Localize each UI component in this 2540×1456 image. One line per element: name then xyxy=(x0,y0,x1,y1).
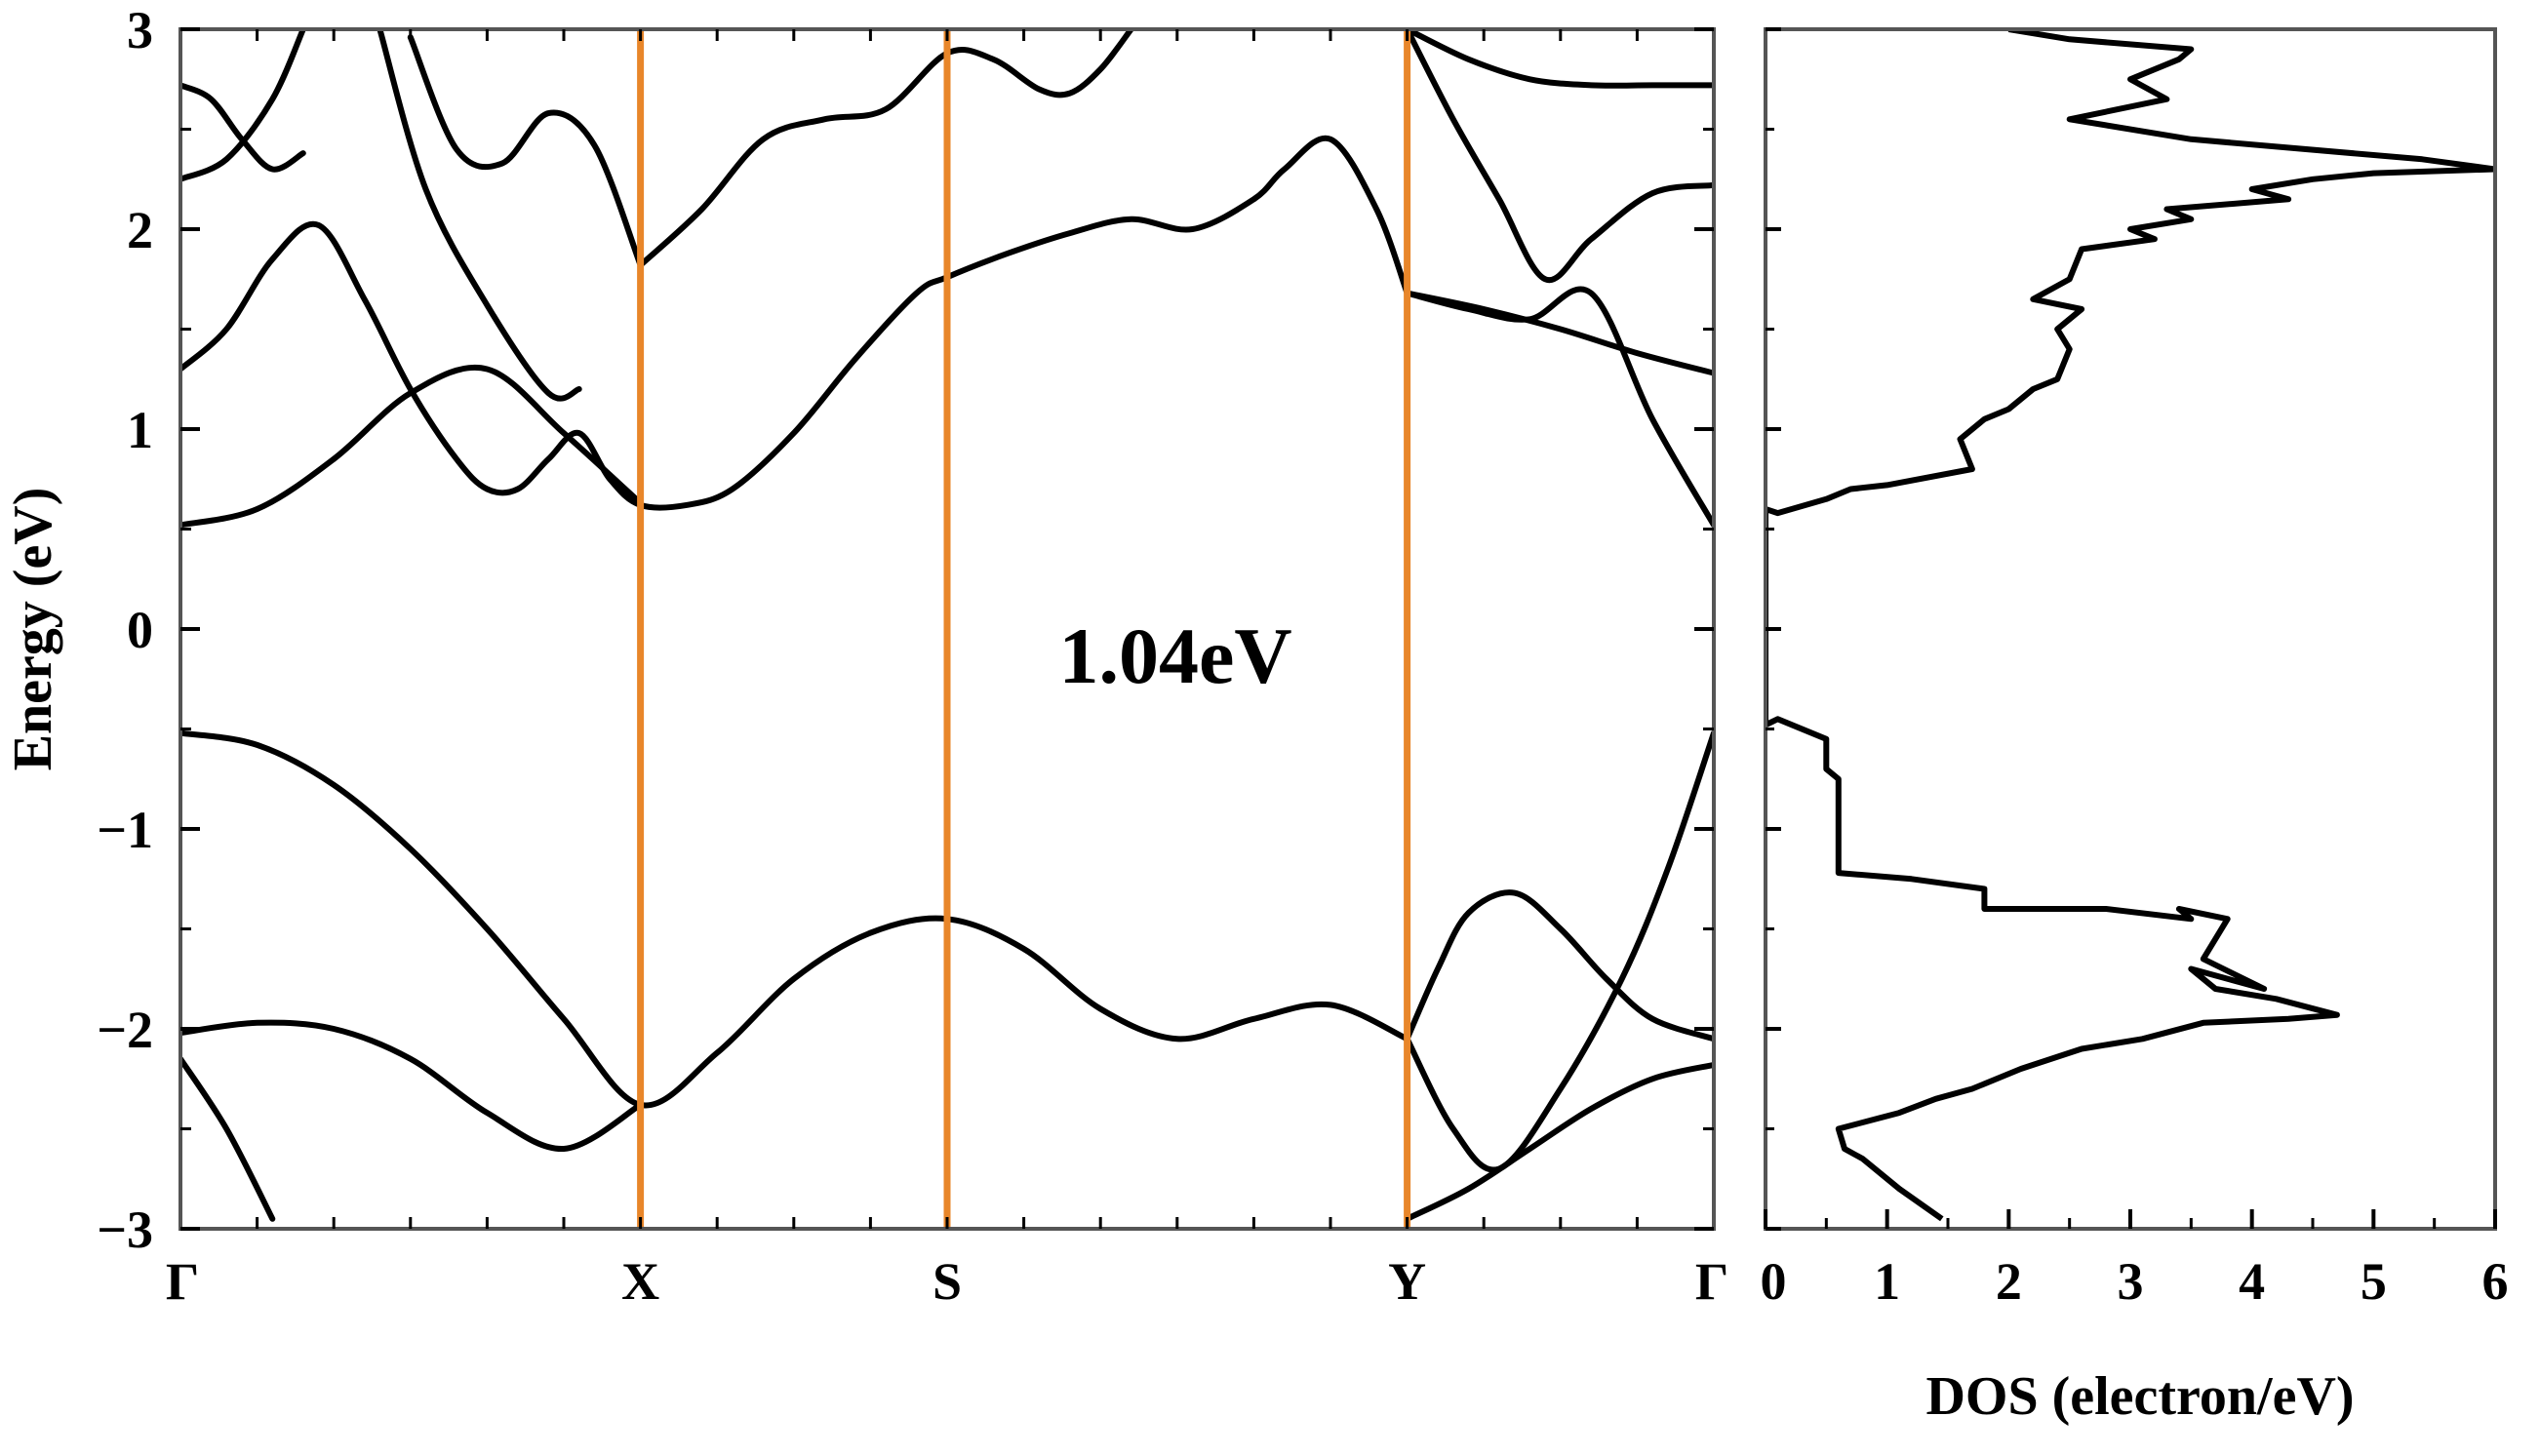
dos-x-tick-label: 3 xyxy=(2118,1252,2144,1311)
k-point-label: X xyxy=(621,1252,659,1311)
band-y-ticks: 3 2 1 0 −1 −2 −3 xyxy=(97,1,1714,1259)
dos-plot-frame xyxy=(1764,27,2497,1231)
band-line-15 xyxy=(1404,889,1714,1043)
dos-x-tick-label: 4 xyxy=(2239,1252,2265,1311)
k-point-label: Y xyxy=(1388,1252,1426,1311)
band-y-tick-label: 0 xyxy=(127,601,153,659)
band-line-12 xyxy=(1404,286,1714,529)
band-line-16 xyxy=(1404,729,1714,1173)
y-axis-title: Energy (eV) xyxy=(3,488,63,771)
band-line-11 xyxy=(1404,290,1714,376)
band-y-tick-label: −3 xyxy=(97,1200,153,1259)
band-y-tick-label: 2 xyxy=(127,201,153,259)
band-gap-label: 1.04eV xyxy=(1058,611,1291,700)
dos-x-tick-label: 5 xyxy=(2361,1252,2387,1311)
dos-panel: 0 1 2 3 4 5 6 DOS (electron/eV) xyxy=(1761,27,2509,1427)
band-line-7 xyxy=(407,34,644,268)
band-line-9 xyxy=(180,82,306,173)
band-y-tick-label: −1 xyxy=(97,801,153,859)
band-line-17 xyxy=(1404,1061,1714,1222)
band-line-2 xyxy=(180,1019,644,1153)
dos-x-tick-label: 0 xyxy=(1761,1252,1787,1311)
band-line-14 xyxy=(1404,29,1714,89)
band-line-3 xyxy=(180,1055,276,1222)
band-y-tick-label: 3 xyxy=(127,1,153,59)
k-point-label: S xyxy=(933,1252,962,1311)
band-line-10 xyxy=(180,29,306,182)
dos-x-tick-label: 1 xyxy=(1874,1252,1900,1311)
symmetry-lines xyxy=(637,29,1411,1229)
band-line-8 xyxy=(377,29,582,402)
dos-x-tick-label: 6 xyxy=(2482,1252,2509,1311)
x-axis-title: DOS (electron/eV) xyxy=(1925,1366,2354,1427)
k-point-label: Γ xyxy=(1695,1252,1728,1311)
dos-x-tick-label: 2 xyxy=(1996,1252,2022,1311)
band-line-13 xyxy=(1404,29,1714,284)
band-y-tick-label: 1 xyxy=(127,401,153,459)
k-point-label: Γ xyxy=(166,1252,199,1311)
dos-curve xyxy=(1766,29,2495,1222)
band-line-6 xyxy=(637,29,1134,268)
dos-ticks: 0 1 2 3 4 5 6 xyxy=(1761,27,2509,1311)
band-line-1 xyxy=(180,729,1410,1109)
band-structure-panel: 3 2 1 0 −1 −2 −3 Γ X S Y Γ 1.04eV Energy (eV) xyxy=(3,1,1728,1311)
band-lines xyxy=(180,29,1714,1222)
band-y-tick-label: −2 xyxy=(97,1001,153,1059)
band-line-5 xyxy=(180,135,1410,511)
